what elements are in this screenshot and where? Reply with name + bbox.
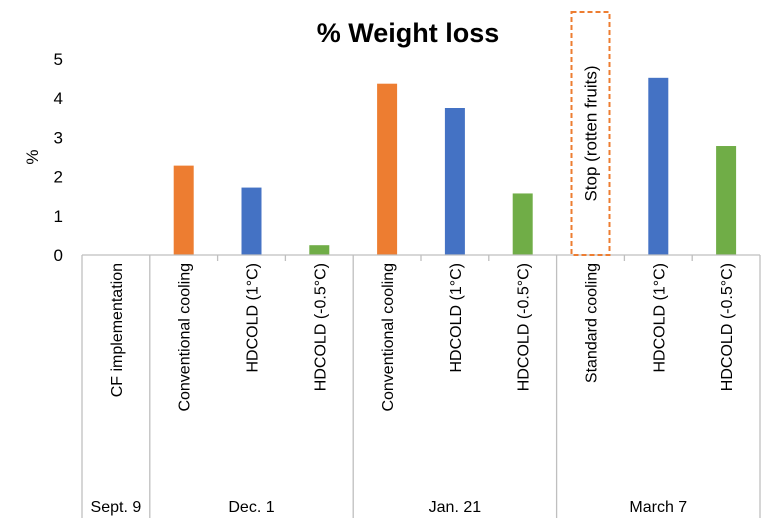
group-labels: Sept. 9 Dec. 1 Jan. 21 March 7 — [91, 499, 688, 516]
bar — [309, 245, 330, 255]
y-tick-label: 2 — [54, 168, 63, 187]
bar — [173, 165, 194, 255]
y-tick-label: 0 — [54, 246, 63, 265]
group-label: March 7 — [629, 499, 687, 516]
category-label: HDCOLD (1°C) — [245, 263, 262, 373]
category-label: Standard cooling — [584, 263, 601, 383]
y-tick-label: 1 — [54, 207, 63, 226]
annotation-text: Stop (rotten fruits) — [582, 65, 601, 201]
category-label: HDCOLD (1°C) — [651, 263, 668, 373]
category-label: HDCOLD (1°C) — [448, 263, 465, 373]
category-label: HDCOLD (-0.5°C) — [516, 263, 533, 391]
bar — [444, 108, 465, 255]
category-axis — [81, 254, 761, 518]
category-label: Conventional cooling — [380, 263, 397, 412]
bar — [716, 146, 737, 255]
category-label: Conventional cooling — [177, 263, 194, 412]
category-label: CF implementation — [109, 263, 126, 397]
chart-title: % Weight loss — [317, 18, 500, 48]
bar — [377, 83, 398, 255]
group-label: Dec. 1 — [228, 499, 274, 516]
bars — [173, 77, 737, 255]
annotations: Stop (rotten fruits) — [570, 11, 611, 256]
bar — [648, 77, 669, 255]
category-label: HDCOLD (-0.5°C) — [312, 263, 329, 391]
bar — [512, 193, 533, 255]
group-label: Sept. 9 — [91, 499, 142, 516]
y-tick-label: 5 — [54, 50, 63, 69]
bar — [241, 187, 262, 255]
y-axis-label: % — [23, 149, 42, 164]
y-tick-label: 4 — [54, 89, 63, 108]
category-label: HDCOLD (-0.5°C) — [719, 263, 736, 391]
annotation-box — [570, 11, 611, 256]
category-labels: CF implementation Conventional cooling HDC… — [109, 263, 736, 412]
group-label: Jan. 21 — [429, 499, 482, 516]
y-axis-ticks: 0 1 2 3 4 5 — [54, 50, 63, 265]
y-tick-label: 3 — [54, 128, 63, 147]
